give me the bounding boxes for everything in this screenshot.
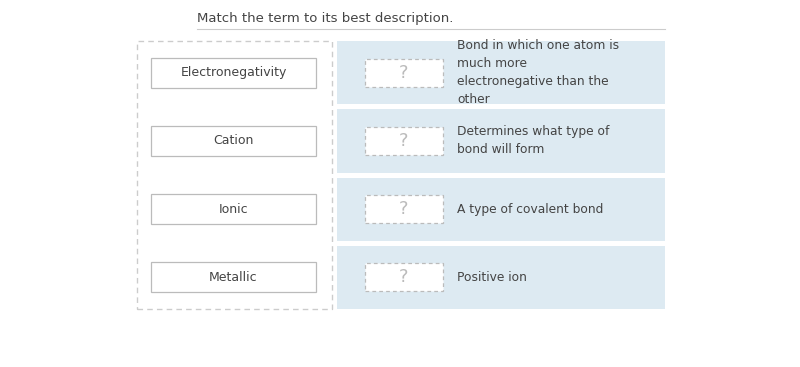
Text: Cation: Cation [214, 134, 254, 148]
FancyBboxPatch shape [365, 59, 443, 87]
Text: Electronegativity: Electronegativity [180, 66, 286, 79]
FancyBboxPatch shape [337, 41, 665, 104]
Text: ?: ? [399, 268, 409, 286]
Text: Ionic: Ionic [218, 203, 248, 216]
FancyBboxPatch shape [365, 127, 443, 155]
FancyBboxPatch shape [151, 58, 316, 88]
FancyBboxPatch shape [151, 126, 316, 156]
Text: Determines what type of
bond will form: Determines what type of bond will form [457, 126, 610, 156]
FancyBboxPatch shape [151, 194, 316, 224]
Text: Bond in which one atom is
much more
electronegative than the
other: Bond in which one atom is much more elec… [457, 39, 619, 106]
Text: Positive ion: Positive ion [457, 271, 527, 284]
FancyBboxPatch shape [337, 109, 665, 172]
Text: Metallic: Metallic [209, 271, 258, 284]
Text: A type of covalent bond: A type of covalent bond [457, 203, 603, 216]
Text: Match the term to its best description.: Match the term to its best description. [197, 12, 454, 25]
FancyBboxPatch shape [365, 195, 443, 223]
FancyBboxPatch shape [337, 246, 665, 309]
Text: ?: ? [399, 132, 409, 150]
FancyBboxPatch shape [365, 264, 443, 291]
FancyBboxPatch shape [337, 178, 665, 241]
FancyBboxPatch shape [151, 262, 316, 292]
Text: ?: ? [399, 63, 409, 81]
Text: ?: ? [399, 200, 409, 218]
